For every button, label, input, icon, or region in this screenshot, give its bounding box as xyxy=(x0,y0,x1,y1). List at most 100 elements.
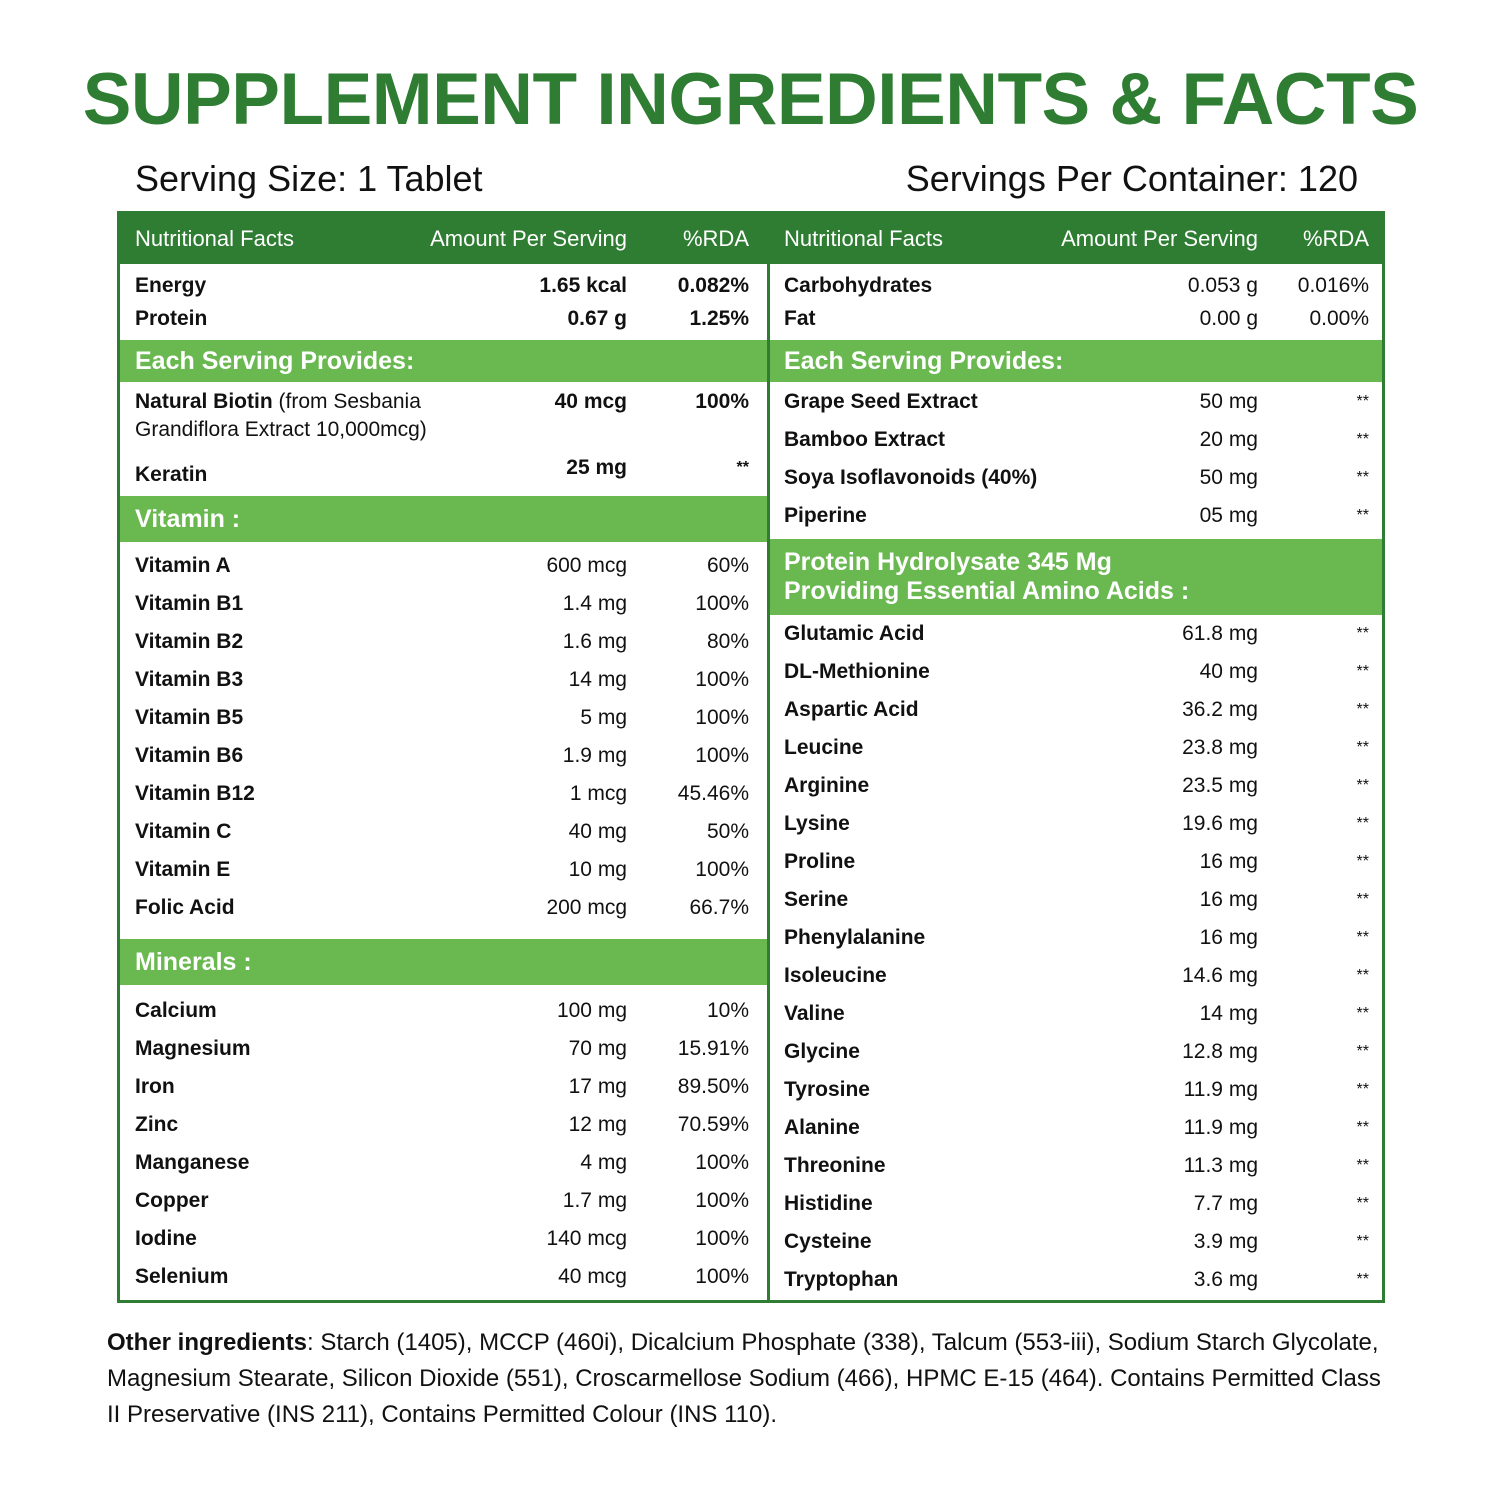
item-name: Aspartic Acid xyxy=(784,698,919,721)
item-amount: 50 mg xyxy=(1199,466,1258,489)
table-row: Tyrosine 11.9 mg ** xyxy=(770,1071,1382,1109)
item-name: Selenium xyxy=(135,1265,229,1288)
item-rda: 1.25% xyxy=(689,306,749,330)
item-rda: ** xyxy=(1356,853,1369,870)
basic-facts: Carbohydrates 0.053 g 0.016% Fat 0.00 g 0.00% xyxy=(770,264,1382,340)
header-amount: Amount Per Serving xyxy=(430,226,627,251)
item-amount: 19.6 mg xyxy=(1182,812,1258,835)
table-row: Copper 1.7 mg 100% xyxy=(120,1182,767,1220)
table-row: Selenium 40 mcg 100% xyxy=(120,1258,767,1296)
table-row: Vitamin B1 1.4 mg 100% xyxy=(120,585,767,623)
item-rda: 15.91% xyxy=(677,1037,749,1060)
item-name: Vitamin A xyxy=(135,554,231,577)
item-rda: ** xyxy=(1356,701,1369,718)
header-row: Nutritional Facts Amount Per Serving %RD… xyxy=(770,214,1382,264)
item-rda: ** xyxy=(1356,967,1369,984)
table-row: Glutamic Acid 61.8 mg ** xyxy=(770,615,1382,653)
section-minerals: Minerals : xyxy=(120,939,767,985)
section-protein-hydrolysate: Protein Hydrolysate 345 Mg Providing Ess… xyxy=(770,539,1382,615)
item-name: Vitamin B6 xyxy=(135,744,244,767)
other-ingredients: Other ingredients: Starch (1405), MCCP (… xyxy=(107,1325,1397,1433)
item-rda: 100% xyxy=(695,1151,749,1174)
item-rda: 100% xyxy=(695,1189,749,1212)
section-each-serving: Each Serving Provides: xyxy=(770,340,1382,382)
item-name: Arginine xyxy=(784,774,870,797)
section-title: Each Serving Provides: xyxy=(784,346,1064,375)
item-name: Carbohydrates xyxy=(784,273,933,297)
header-name: Nutritional Facts xyxy=(135,226,294,251)
item-name: Calcium xyxy=(135,999,217,1022)
item-rda: 50% xyxy=(706,820,749,843)
item-name: Vitamin B2 xyxy=(135,630,244,653)
section-title: Protein Hydrolysate 345 Mg xyxy=(784,548,1112,576)
item-amount: 100 mg xyxy=(556,999,627,1022)
item-amount: 16 mg xyxy=(1199,926,1258,949)
item-note: (from Sesbania Grandiflora Extract 10,00… xyxy=(135,390,427,441)
item-amount: 1.65 kcal xyxy=(539,273,627,297)
other-ingredients-label: Other ingredients xyxy=(107,1329,308,1356)
item-amount: 3.6 mg xyxy=(1193,1268,1258,1291)
item-rda: 100% xyxy=(695,858,749,881)
item-rda: ** xyxy=(1356,1195,1369,1212)
item-rda: ** xyxy=(1356,777,1369,794)
item-name: Vitamin B1 xyxy=(135,592,244,615)
table-row: Arginine 23.5 mg ** xyxy=(770,767,1382,805)
table-row: Soya Isoflavonoids (40%) 50 mg ** xyxy=(770,459,1382,497)
item-name: Glutamic Acid xyxy=(784,622,925,645)
section-title: Minerals : xyxy=(135,947,252,976)
item-amount: 40 mg xyxy=(1199,660,1258,683)
table-row: Protein 0.67 g 1.25% xyxy=(120,302,767,335)
table-row: Vitamin A 600 mcg 60% xyxy=(120,547,767,585)
item-amount: 200 mcg xyxy=(546,896,627,919)
item-amount: 0.67 g xyxy=(567,306,627,330)
item-amount: 17 mg xyxy=(568,1075,627,1098)
item-amount: 5 mg xyxy=(580,706,627,729)
item-amount: 140 mcg xyxy=(546,1227,627,1250)
item-amount: 25 mg xyxy=(566,456,627,479)
table-row: Proline 16 mg ** xyxy=(770,843,1382,881)
item-rda: ** xyxy=(1356,431,1369,448)
item-amount: 36.2 mg xyxy=(1182,698,1258,721)
item-name: Glycine xyxy=(784,1040,860,1063)
item-amount: 1.7 mg xyxy=(562,1189,627,1212)
header-amount: Amount Per Serving xyxy=(1061,226,1258,251)
item-amount: 23.8 mg xyxy=(1182,736,1258,759)
item-amount: 12.8 mg xyxy=(1182,1040,1258,1063)
amino-acids-list: Glutamic Acid 61.8 mg ** DL-Methionine 40 mg… xyxy=(770,615,1382,1300)
item-name: Tyrosine xyxy=(784,1078,870,1101)
table-row: Vitamin B6 1.9 mg 100% xyxy=(120,737,767,775)
table-row: Iron 17 mg 89.50% xyxy=(120,1068,767,1106)
item-amount: 0.053 g xyxy=(1187,273,1258,297)
item-rda: 0.016% xyxy=(1297,273,1369,297)
item-rda: 10% xyxy=(706,999,749,1022)
header-name: Nutritional Facts xyxy=(784,226,943,251)
item-rda: ** xyxy=(1356,929,1369,946)
table-row: Zinc 12 mg 70.59% xyxy=(120,1106,767,1144)
item-amount: 7.7 mg xyxy=(1193,1192,1258,1215)
item-rda: 100% xyxy=(695,1227,749,1250)
item-amount: 11.9 mg xyxy=(1183,1116,1258,1139)
item-rda: ** xyxy=(1356,891,1369,908)
item-rda: ** xyxy=(1356,1119,1369,1136)
item-amount: 14.6 mg xyxy=(1182,964,1258,987)
table-row: DL-Methionine 40 mg ** xyxy=(770,653,1382,691)
right-column: Nutritional Facts Amount Per Serving %RD… xyxy=(770,214,1382,1300)
item-amount: 70 mg xyxy=(568,1037,627,1060)
item-name: Isoleucine xyxy=(784,964,887,987)
item-name: Tryptophan xyxy=(784,1268,899,1291)
table-row: Valine 14 mg ** xyxy=(770,995,1382,1033)
item-name: Leucine xyxy=(784,736,864,759)
extracts-list: Grape Seed Extract 50 mg ** Bamboo Extract 2… xyxy=(770,382,1382,539)
item-rda: 100% xyxy=(695,706,749,729)
section-vitamin: Vitamin : xyxy=(120,496,767,542)
item-rda: 45.46% xyxy=(677,782,749,805)
item-name: Vitamin B12 xyxy=(135,782,255,805)
item-amount: 4 mg xyxy=(580,1151,627,1174)
section-each-serving: Each Serving Provides: xyxy=(120,340,767,382)
item-rda: ** xyxy=(1356,507,1369,524)
item-amount: 1.6 mg xyxy=(562,630,627,653)
section-subtitle: Providing Essential Amino Acids : xyxy=(784,577,1190,605)
table-row: Bamboo Extract 20 mg ** xyxy=(770,421,1382,459)
item-name: Lysine xyxy=(784,812,850,835)
item-amount: 16 mg xyxy=(1199,850,1258,873)
